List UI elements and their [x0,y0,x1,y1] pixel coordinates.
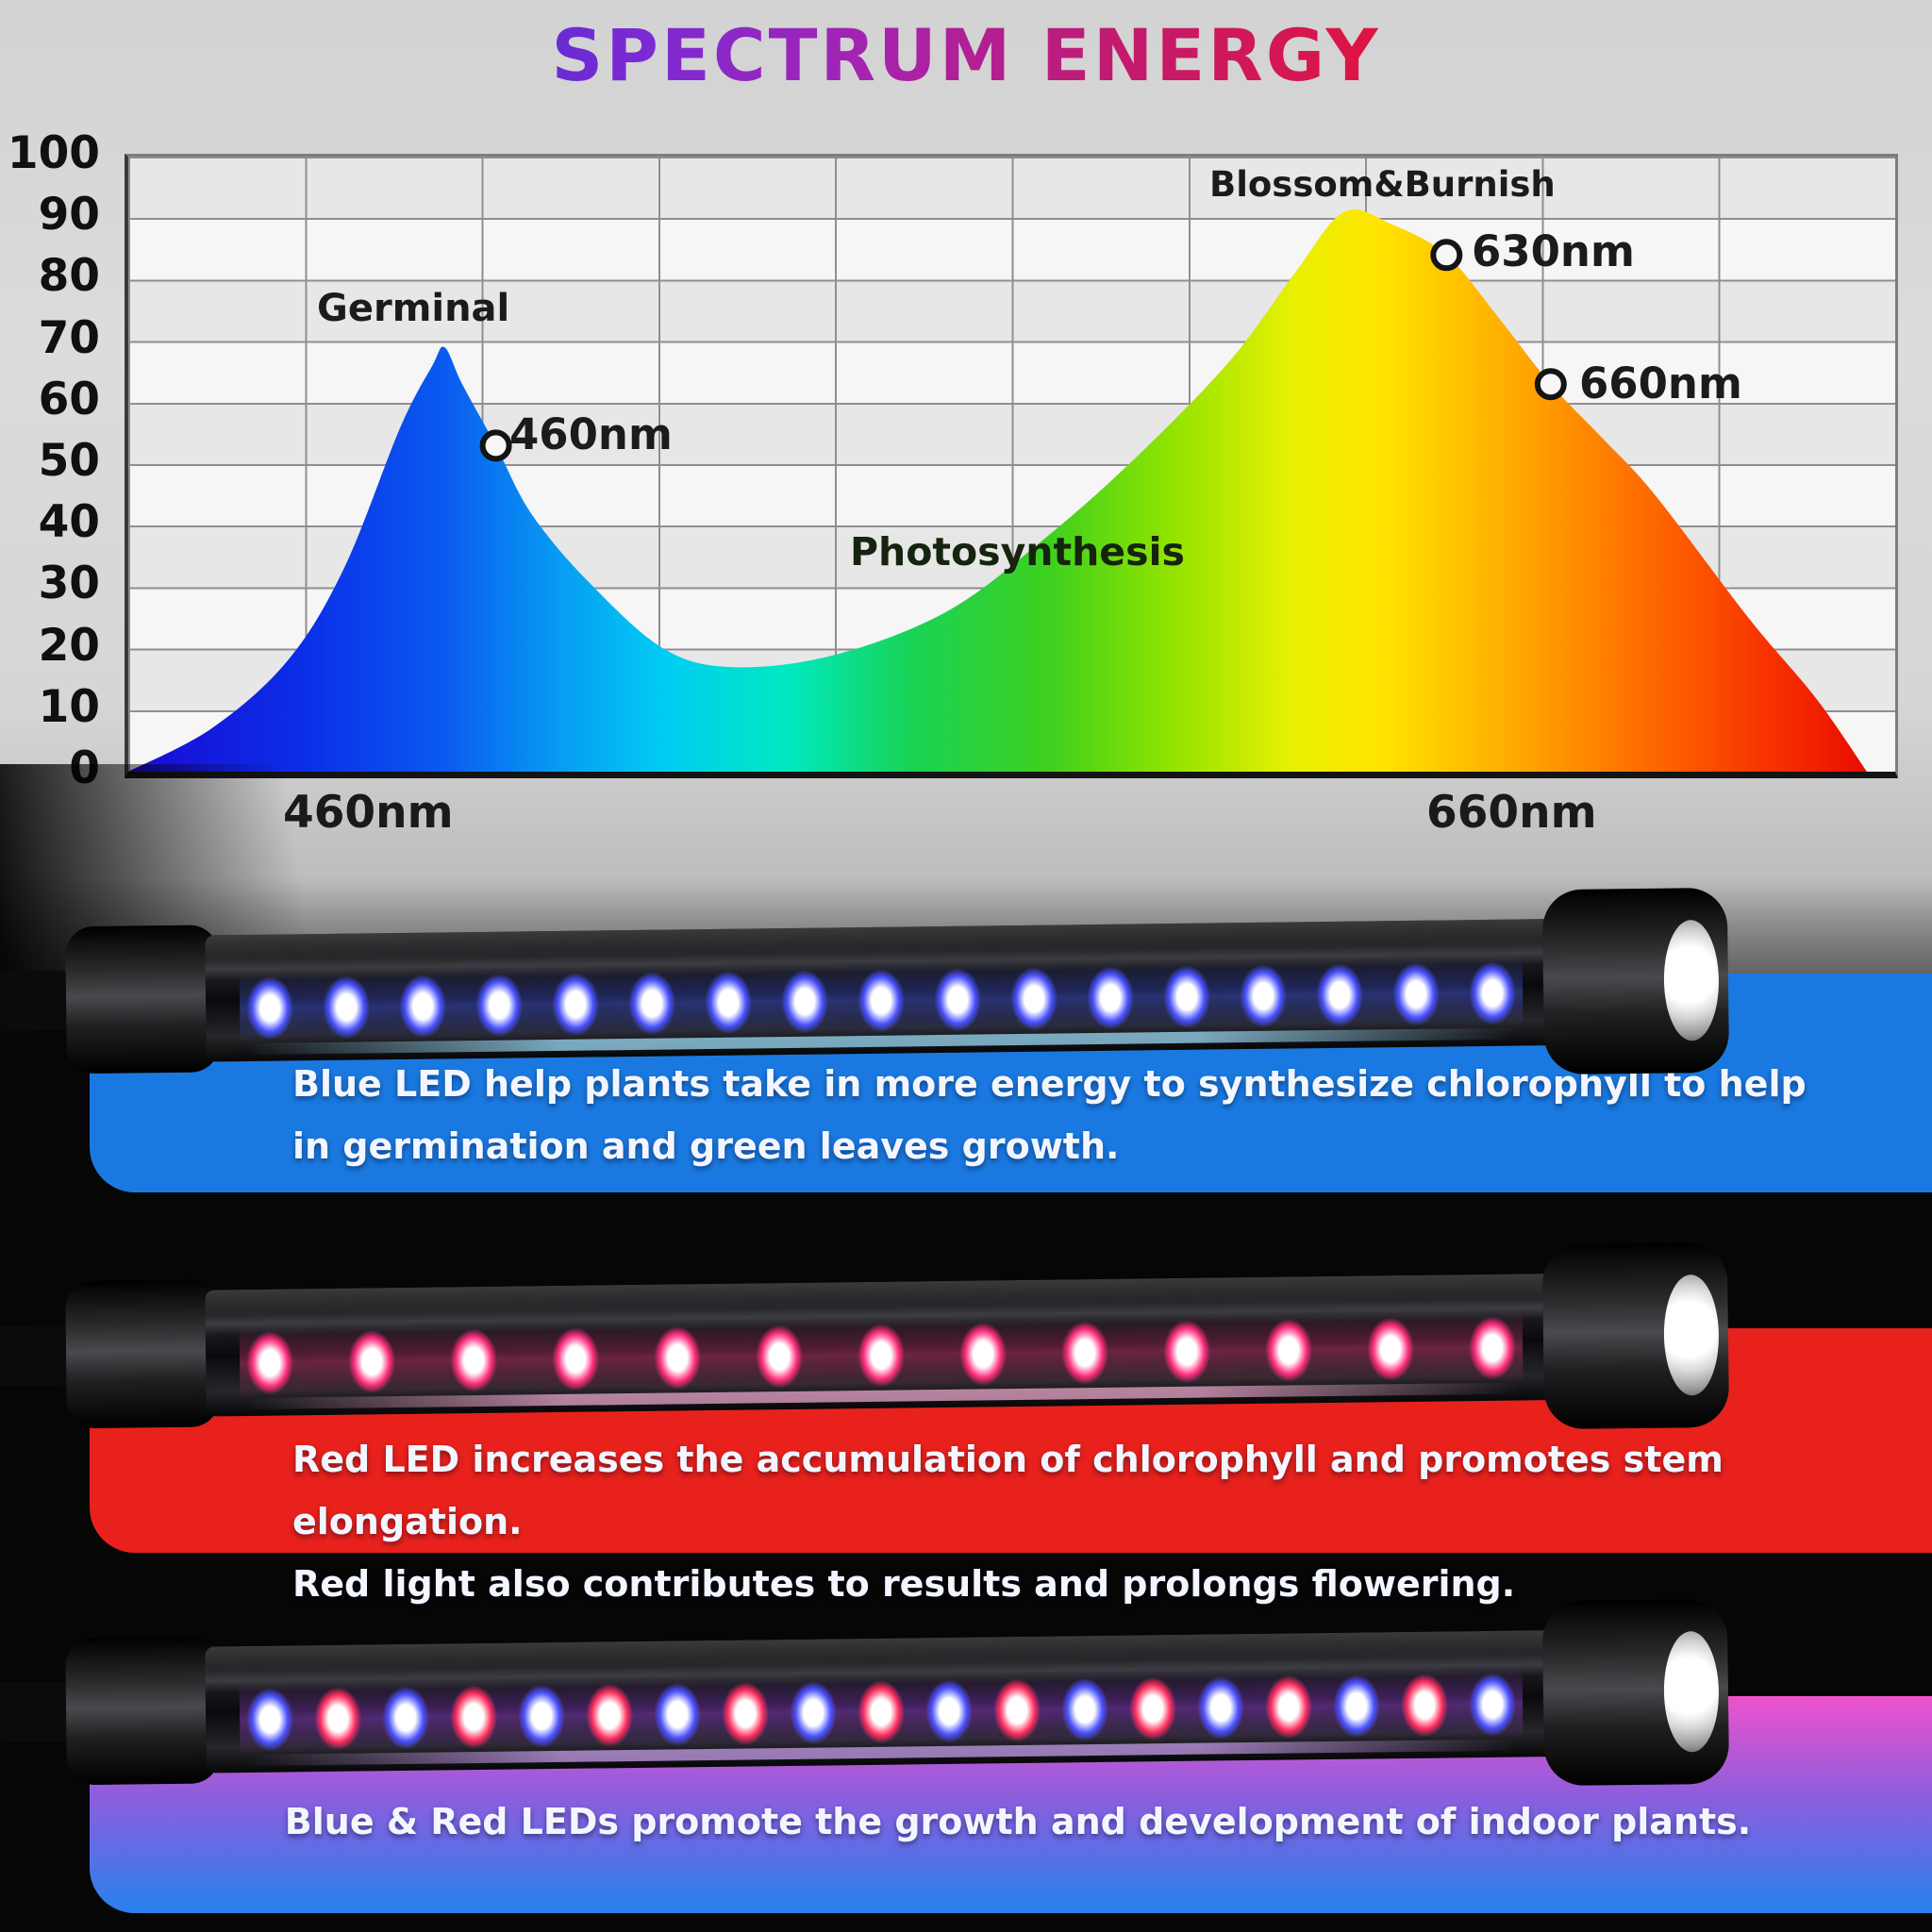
led-dot [315,966,377,1048]
led-dot [239,1322,301,1404]
led-dot [926,958,989,1041]
led-dot [1461,1663,1524,1745]
led-dot [986,1669,1048,1752]
spectrum-area [128,208,1867,772]
led-dot [510,1674,573,1757]
y-axis-tick-50: 50 [38,435,100,487]
banner-red-text-line1: Red LED increases the accumulation of ch… [292,1439,1724,1542]
led-dot [1232,955,1294,1037]
tube-end-lens [1663,919,1720,1041]
led-dot [850,1314,912,1396]
led-dot [239,1678,301,1760]
led-dot [375,1676,437,1759]
tube-end-lens [1663,1630,1720,1753]
led-dot [1393,1664,1456,1746]
tube-right-cap [1541,1241,1730,1430]
blue-red-led-tube [0,1597,1730,1807]
annotation-660nm: 660nm [1579,358,1742,408]
led-dot [1325,1664,1388,1747]
led-dot [1156,956,1218,1038]
tube-glass-body [205,1274,1557,1417]
led-dot [1385,953,1447,1035]
page-title: SPECTRUM ENERGY [0,13,1932,97]
red-led-tube [0,1241,1730,1450]
led-dot [1257,1665,1320,1748]
led-dot [748,1315,810,1398]
led-dot [646,1673,708,1756]
spectrum-chart: Germinal 460nm Photosynthesis Blossom&Bu… [125,154,1898,778]
led-dot [239,967,301,1049]
banner-red-text-line2: Red light also contributes to results an… [292,1563,1516,1605]
tube-right-cap [1541,887,1730,1075]
led-dot [714,1672,776,1755]
curve-marker-460nm [479,429,512,462]
spectrum-curve [128,208,1867,772]
banner-blue-text-line2: in germination and green leaves growth. [292,1125,1120,1167]
led-dot [952,1312,1014,1395]
annotation-blossom-burnish: Blossom&Burnish [1209,164,1556,205]
led-dot [341,1320,403,1403]
tube-glass-body [205,1630,1557,1774]
led-dot [307,1677,369,1759]
led-dot [697,961,759,1043]
led-dot [544,963,607,1045]
curve-marker-660nm [1534,368,1567,401]
tube-end-lens [1663,1274,1720,1396]
y-axis-tick-90: 90 [38,189,100,242]
y-axis: 1009080706050403020100 [0,128,108,794]
led-dot [850,1671,912,1753]
blue-led-tube [0,886,1730,1095]
led-dot [850,959,912,1041]
y-axis-tick-10: 10 [38,680,100,733]
y-axis-tick-80: 80 [38,250,100,303]
led-dot [1054,1668,1116,1751]
y-axis-tick-60: 60 [38,373,100,425]
y-axis-tick-70: 70 [38,311,100,364]
tube-mount-arm [0,970,75,1032]
led-dot [1156,1310,1218,1392]
led-dot [1190,1666,1252,1749]
led-dot [1079,957,1141,1039]
annotation-460nm: 460nm [509,409,673,459]
led-dot [544,1318,607,1400]
tube-right-cap [1541,1598,1730,1787]
led-dot [1054,1311,1116,1394]
led-dot [391,965,454,1047]
led-dot [918,1670,980,1752]
tube-mount-arm [0,1681,75,1743]
led-dot [442,1319,505,1402]
led-dot [442,1675,505,1758]
y-axis-tick-20: 20 [38,619,100,672]
led-dot [1122,1667,1184,1750]
tube-mount-arm [0,1324,75,1387]
led-dot [1359,1307,1422,1391]
led-dot [1308,954,1371,1036]
led-dot [782,1671,844,1754]
tube-left-cap [65,1279,221,1429]
y-axis-tick-30: 30 [38,558,100,610]
tube-glass-body [205,919,1557,1062]
banner-mixed-text: Blue & Red LEDs promote the growth and d… [284,1801,1752,1842]
led-dot [1257,1308,1320,1391]
banner-blue-text-line1: Blue LED help plants take in more energy… [292,1063,1807,1105]
led-dot [1461,1307,1524,1389]
y-axis-tick-100: 100 [7,127,100,179]
annotation-germinal: Germinal [317,287,510,330]
led-dot [1461,952,1524,1034]
annotation-photosynthesis: Photosynthesis [850,529,1185,575]
led-dot [621,962,683,1044]
tube-left-cap [65,924,221,1074]
led-dot [468,964,530,1046]
curve-marker-630nm [1430,239,1463,272]
tube-left-cap [65,1636,221,1786]
led-dot [774,960,836,1042]
led-dot [578,1674,641,1757]
spectrum-section: SPECTRUM ENERGY 1009080706050403020100 [0,0,1932,974]
annotation-630nm: 630nm [1472,226,1635,276]
led-dot [1003,958,1065,1040]
y-axis-tick-40: 40 [38,496,100,549]
led-dot [646,1316,708,1399]
